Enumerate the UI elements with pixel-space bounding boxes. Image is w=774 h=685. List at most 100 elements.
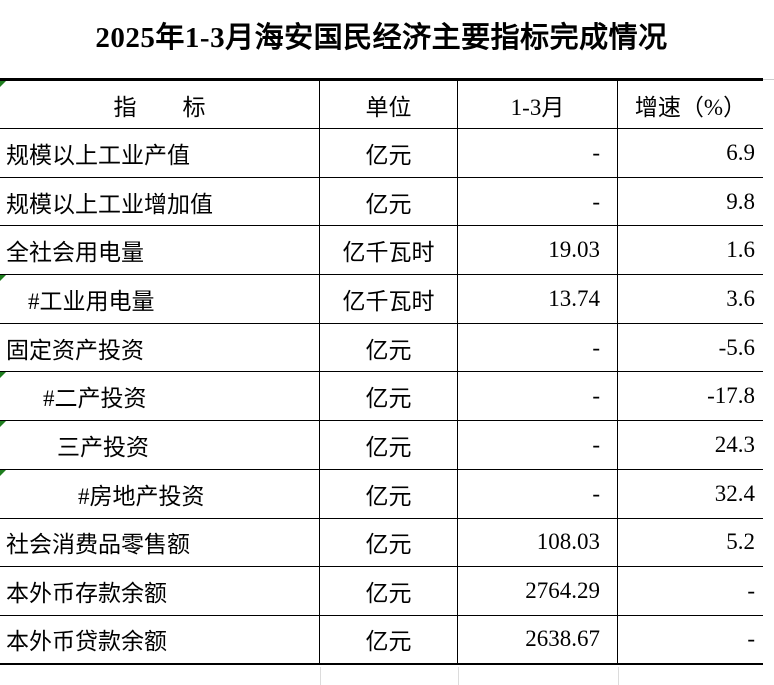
growth-value-cell: 32.4	[618, 470, 763, 519]
unit-label: 亿元	[365, 483, 412, 509]
growth-value-cell: 5.2	[618, 519, 763, 568]
indicator-cell: 规模以上工业产值	[0, 129, 320, 178]
period-value-cell: -	[458, 372, 618, 422]
growth-value-cell: 1.6	[618, 226, 763, 276]
period-value-cell: -	[458, 129, 618, 178]
unit-label: 亿千瓦时	[342, 240, 435, 266]
indicator-cell: 社会消费品零售额	[0, 518, 320, 568]
period-value: 2764.29	[525, 578, 600, 604]
indicator-label: 规模以上工业产值	[6, 142, 190, 168]
indicator-label: #二产投资	[43, 386, 147, 412]
unit-label: 亿千瓦时	[342, 288, 435, 314]
indicator-label: 全社会用电量	[6, 240, 144, 266]
indicator-label: #工业用电量	[28, 288, 155, 314]
growth-value: 6.9	[726, 139, 755, 165]
indicator-label: 规模以上工业增加值	[6, 191, 213, 217]
header-unit-label: 单位	[365, 94, 412, 120]
unit-label: 亿元	[365, 532, 412, 558]
growth-value-cell: -	[618, 567, 763, 616]
growth-value: 3.6	[726, 285, 755, 311]
unit-label: 亿元	[365, 142, 412, 168]
period-value: -	[592, 139, 600, 165]
growth-value-cell: -5.6	[618, 324, 763, 373]
indicator-label: 本外币存款余额	[6, 581, 167, 607]
growth-value: -5.6	[718, 334, 755, 360]
unit-cell: 亿元	[320, 323, 458, 373]
cell-error-flag-icon	[0, 81, 6, 87]
growth-value-cell: 6.9	[618, 129, 763, 178]
period-value-cell: -	[458, 421, 618, 470]
growth-value-cell: 9.8	[618, 178, 763, 227]
indicator-cell: 固定资产投资	[0, 323, 320, 373]
indicator-label: 本外币贷款余额	[6, 629, 167, 655]
growth-value-cell: 24.3	[618, 421, 763, 470]
indicator-cell: 本外币存款余额	[0, 567, 320, 616]
unit-label: 亿元	[365, 581, 412, 607]
unit-cell: 亿元	[320, 615, 458, 665]
growth-value: -	[747, 578, 755, 604]
unit-label: 亿元	[365, 191, 412, 217]
indicator-cell: 三产投资	[0, 421, 320, 470]
unit-cell: 亿千瓦时	[320, 226, 458, 276]
period-value: -	[592, 431, 600, 457]
header-indicator-label: 指 标	[113, 94, 206, 120]
growth-value: 32.4	[714, 480, 755, 506]
growth-value-cell: -17.8	[618, 372, 763, 422]
period-value: -	[592, 334, 600, 360]
header-growth-label: 增速（%）	[634, 94, 747, 120]
header-growth: 增速（%）	[618, 81, 763, 129]
unit-label: 亿元	[365, 386, 412, 412]
period-value: 13.74	[548, 285, 600, 311]
growth-value-cell: -	[618, 616, 763, 665]
period-value: -	[592, 383, 600, 409]
indicator-cell: #二产投资	[0, 372, 320, 422]
indicator-label: #房地产投资	[78, 483, 205, 509]
indicator-label: 三产投资	[57, 434, 149, 460]
period-value-cell: 2638.67	[458, 615, 618, 665]
unit-label: 亿元	[365, 629, 412, 655]
cell-error-flag-icon	[0, 372, 6, 379]
unit-cell: 亿元	[320, 421, 458, 470]
unit-cell: 亿元	[320, 469, 458, 519]
unit-label: 亿元	[365, 434, 412, 460]
indicator-label: 固定资产投资	[6, 337, 144, 363]
cell-error-flag-icon	[0, 275, 6, 282]
header-period-label: 1-3月	[510, 94, 565, 120]
growth-value: 24.3	[714, 431, 755, 457]
period-value-cell: 13.74	[458, 275, 618, 324]
indicator-cell: 本外币贷款余额	[0, 615, 320, 665]
period-value-cell: 2764.29	[458, 567, 618, 616]
indicators-table: 指 标 单位 1-3月 增速（%） 规模以上工业产值 亿元 -6.9 规模以上工业增加…	[0, 78, 763, 665]
unit-cell: 亿元	[320, 177, 458, 227]
unit-cell: 亿元	[320, 518, 458, 568]
indicator-cell: #房地产投资	[0, 469, 320, 519]
unit-cell: 亿元	[320, 567, 458, 616]
period-value-cell: -	[458, 323, 618, 373]
period-value: -	[592, 480, 600, 506]
period-value: 19.03	[548, 237, 600, 263]
period-value-cell: 108.03	[458, 518, 618, 568]
page-title: 2025年1-3月海安国民经济主要指标完成情况	[95, 22, 668, 54]
period-value: 108.03	[536, 529, 600, 555]
indicator-cell: 全社会用电量	[0, 226, 320, 276]
faint-gridline-vertical	[320, 667, 321, 685]
unit-cell: 亿元	[320, 129, 458, 178]
growth-value-cell: 3.6	[618, 275, 763, 324]
period-value-cell: -	[458, 469, 618, 519]
faint-gridline-vertical	[618, 667, 619, 685]
unit-cell: 亿千瓦时	[320, 275, 458, 324]
period-value-cell: 19.03	[458, 226, 618, 276]
growth-value: 5.2	[726, 529, 755, 555]
unit-cell: 亿元	[320, 372, 458, 422]
faint-gridline-vertical	[458, 667, 459, 685]
header-indicator: 指 标	[0, 81, 320, 129]
indicator-cell: #工业用电量	[0, 275, 320, 324]
growth-value: -17.8	[707, 383, 755, 409]
growth-value: -	[747, 626, 755, 652]
cell-error-flag-icon	[0, 469, 6, 476]
cell-error-flag-icon	[0, 421, 6, 428]
faint-gridline-horizontal	[763, 79, 774, 80]
header-period: 1-3月	[458, 81, 618, 129]
period-value: 2638.67	[525, 626, 600, 652]
growth-value: 9.8	[726, 188, 755, 214]
